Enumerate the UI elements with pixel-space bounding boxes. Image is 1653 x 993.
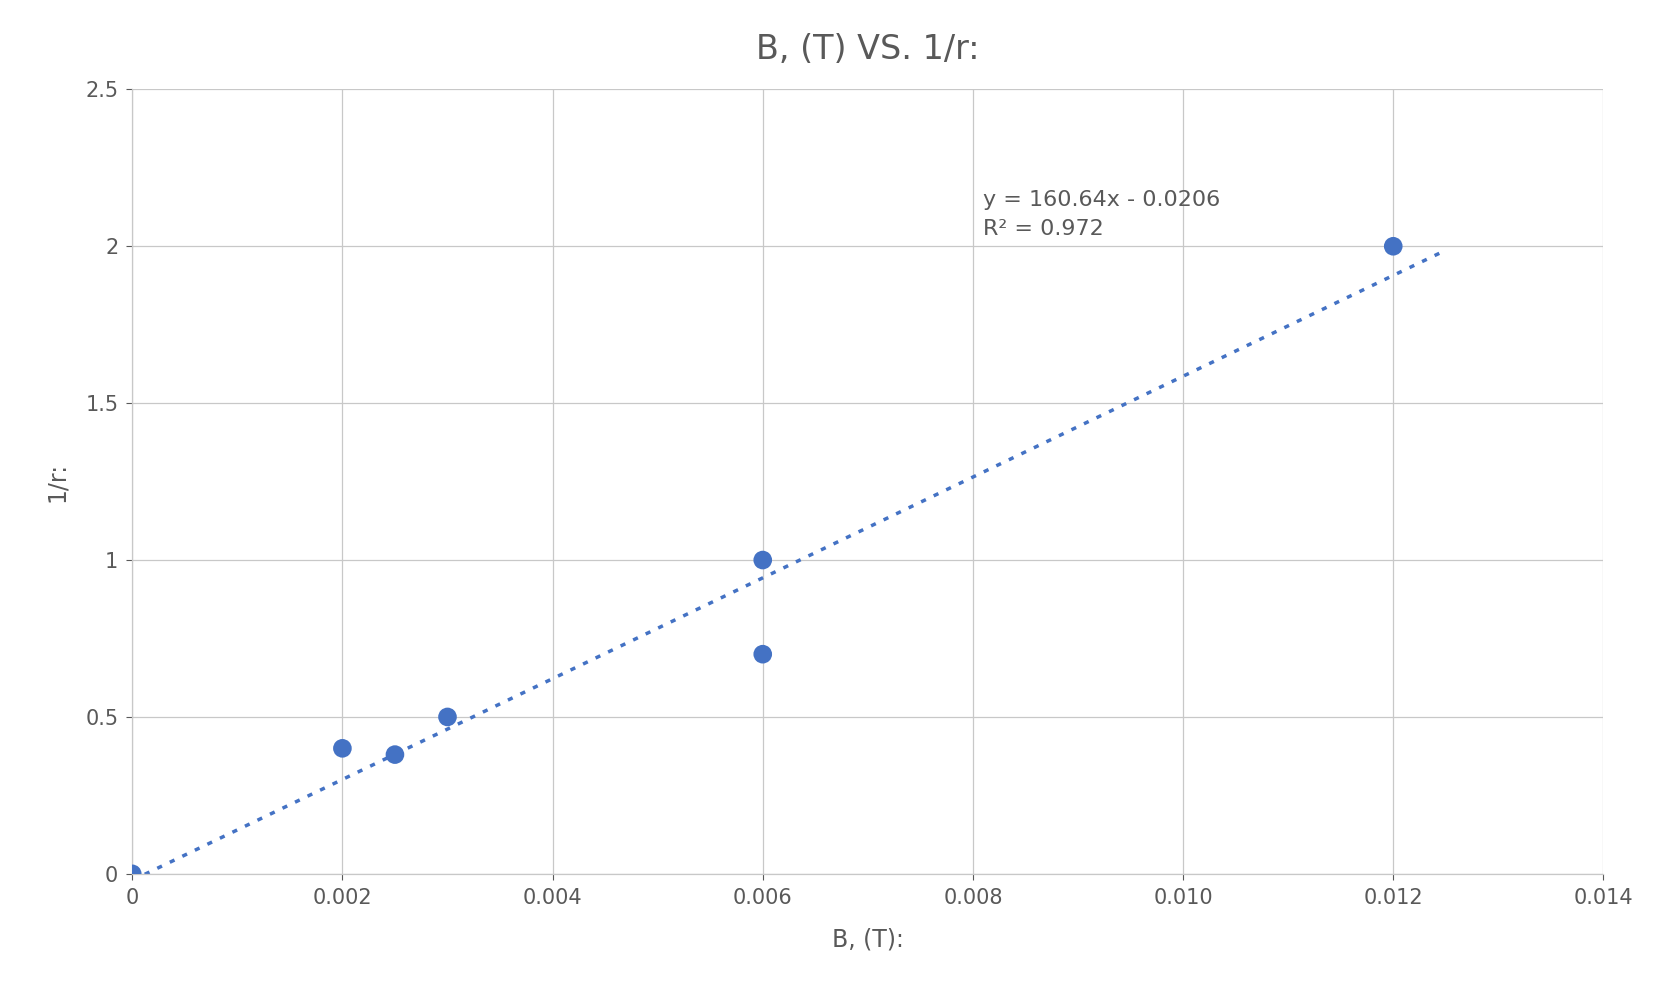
Point: [749, 552, 775, 568]
Y-axis label: 1/r:: 1/r:: [45, 462, 68, 501]
Point: [435, 709, 461, 725]
Text: y = 160.64x - 0.0206
R² = 0.972: y = 160.64x - 0.0206 R² = 0.972: [984, 190, 1220, 239]
Point: [329, 741, 355, 757]
Point: [382, 747, 408, 763]
Point: [119, 866, 145, 882]
Point: [1380, 238, 1407, 254]
Title: B, (T) VS. 1/r:: B, (T) VS. 1/r:: [755, 33, 980, 66]
X-axis label: B, (T):: B, (T):: [831, 927, 904, 951]
Point: [749, 646, 775, 662]
